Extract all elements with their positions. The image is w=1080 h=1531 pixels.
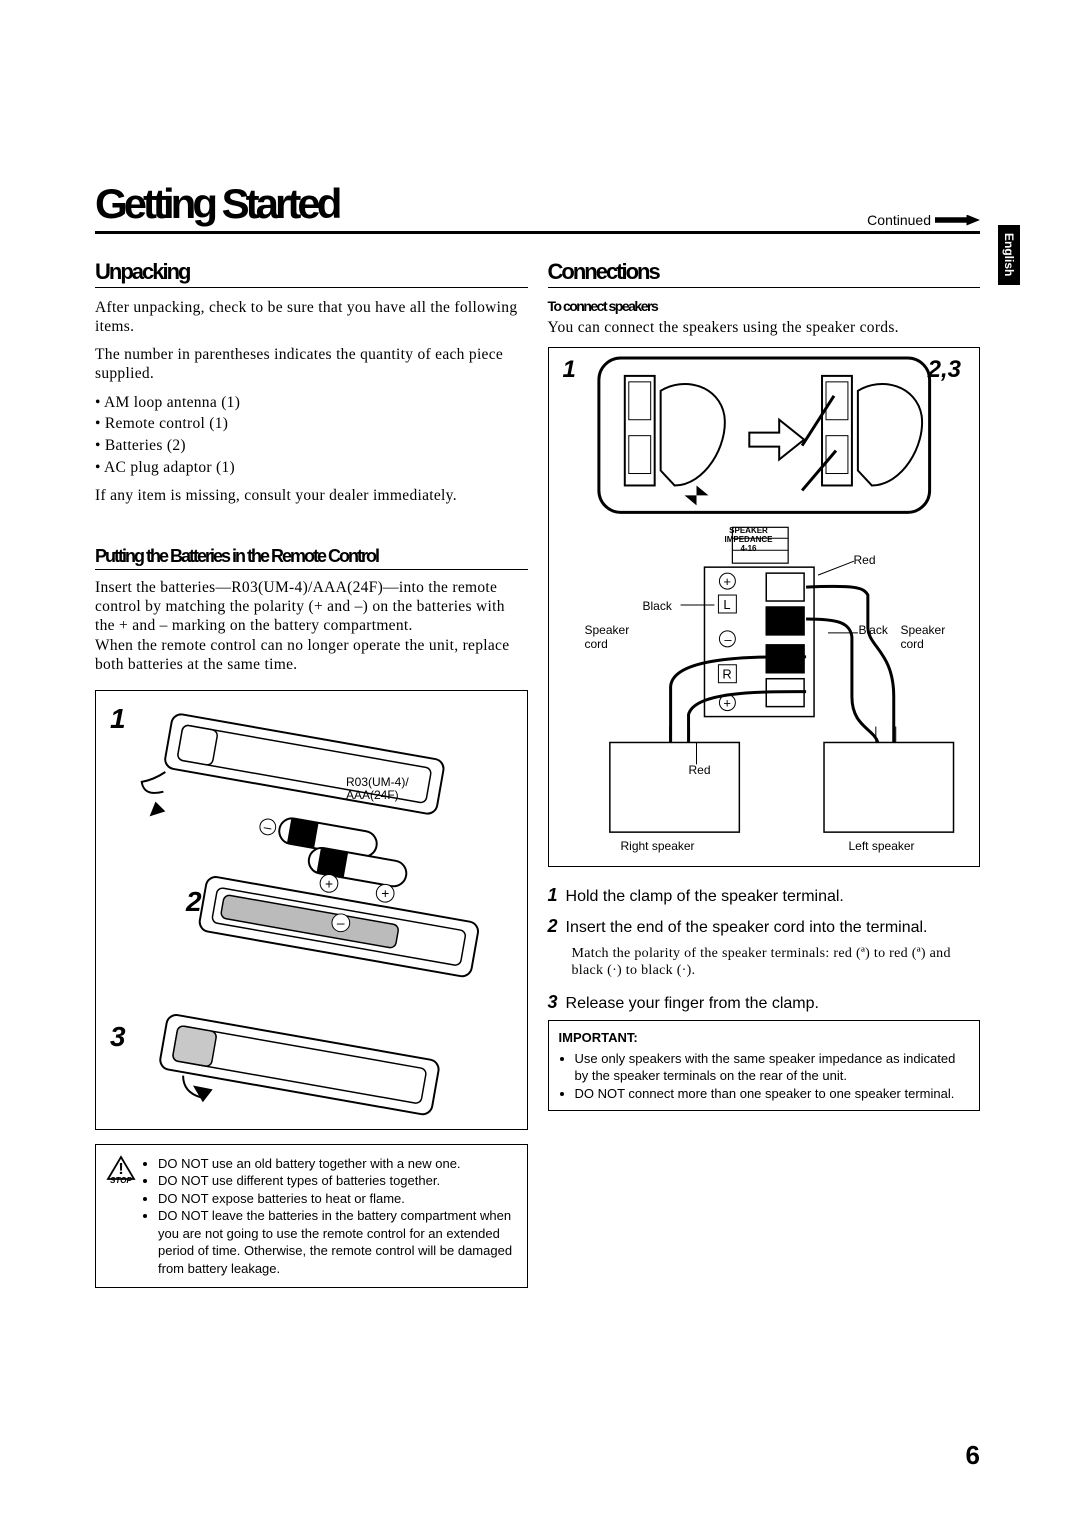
unpacking-heading: Unpacking	[95, 259, 528, 288]
speaker-illustration: L R + – +	[549, 348, 980, 866]
step-number: 3	[110, 1021, 126, 1053]
unpacking-text-2: The number in parentheses indicates the …	[95, 345, 528, 384]
battery-warning-box: ! STOP DO NOT use an old battery togethe…	[95, 1144, 528, 1289]
important-item: DO NOT connect more than one speaker to …	[575, 1085, 970, 1103]
label-red-bottom: Red	[689, 764, 711, 777]
svg-text:–: –	[337, 915, 345, 930]
connections-text: You can connect the speakers using the s…	[548, 318, 981, 337]
title-bar: Getting Started Continued	[95, 180, 980, 234]
language-tab: English	[998, 225, 1020, 285]
svg-text:–: –	[724, 632, 732, 647]
label-right-speaker: Right speaker	[621, 840, 695, 853]
important-heading: IMPORTANT:	[559, 1029, 970, 1047]
left-column: Unpacking After unpacking, check to be s…	[95, 259, 528, 1288]
batteries-body: Insert the batteries—R03(UM-4)/AAA(24F)—…	[95, 578, 528, 675]
unpacking-text-3: If any item is missing, consult your dea…	[95, 486, 528, 505]
step-2-note: Match the polarity of the speaker termin…	[572, 945, 981, 980]
speaker-connection-diagram: 1 2,3	[548, 347, 981, 867]
supplied-items-list: AM loop antenna (1) Remote control (1) B…	[95, 392, 528, 479]
warning-item: DO NOT leave the batteries in the batter…	[158, 1207, 517, 1277]
step-number: 1	[110, 703, 126, 735]
continued-label: Continued	[867, 212, 980, 228]
svg-text:+: +	[325, 876, 333, 891]
list-item: AM loop antenna (1)	[95, 392, 528, 414]
step-2: 2Insert the end of the speaker cord into…	[548, 914, 981, 939]
important-item: Use only speakers with the same speaker …	[575, 1050, 970, 1085]
label-left-speaker: Left speaker	[849, 840, 915, 853]
connect-speakers-subhead: To connect speakers	[548, 298, 981, 314]
diagram-step-23: 2,3	[928, 356, 961, 384]
svg-text:R: R	[722, 667, 731, 682]
warning-item: DO NOT use different types of batteries …	[158, 1172, 517, 1190]
list-item: Batteries (2)	[95, 435, 528, 457]
terminal-impedance-label: SPEAKER IMPEDANCE 4-16	[721, 527, 777, 553]
list-item: Remote control (1)	[95, 413, 528, 435]
label-red: Red	[854, 554, 876, 567]
remote-illustration: – + + –	[108, 703, 515, 1117]
svg-text:+: +	[723, 696, 731, 711]
unpacking-text-1: After unpacking, check to be sure that y…	[95, 298, 528, 337]
page-title: Getting Started	[95, 180, 338, 228]
remote-battery-diagram: 1 2 3 R03(UM-4)/ AAA(24F)	[95, 690, 528, 1130]
svg-text:+: +	[381, 886, 389, 901]
warning-item: DO NOT use an old battery together with …	[158, 1155, 517, 1173]
list-item: AC plug adaptor (1)	[95, 457, 528, 479]
important-box: IMPORTANT: Use only speakers with the sa…	[548, 1020, 981, 1111]
step-number: 2	[186, 886, 202, 918]
step-1: 1Hold the clamp of the speaker terminal.	[548, 883, 981, 908]
page-number: 6	[966, 1440, 980, 1471]
right-column: Connections To connect speakers You can …	[548, 259, 981, 1288]
label-black-mid: Black	[859, 624, 888, 637]
stop-icon: ! STOP	[106, 1155, 136, 1181]
label-speaker-cord-right: Speaker cord	[901, 624, 946, 650]
diagram-step-1: 1	[563, 356, 576, 384]
step-3: 3Release your finger from the clamp.	[548, 990, 981, 1015]
warning-item: DO NOT expose batteries to heat or flame…	[158, 1190, 517, 1208]
batteries-heading: Putting the Batteries in the Remote Cont…	[95, 546, 528, 570]
label-speaker-cord-left: Speaker cord	[585, 624, 630, 650]
battery-type-label: R03(UM-4)/ AAA(24F)	[346, 776, 409, 802]
svg-text:+: +	[723, 574, 731, 589]
connections-heading: Connections	[548, 259, 981, 288]
label-black: Black	[643, 600, 672, 613]
svg-text:L: L	[723, 597, 730, 612]
